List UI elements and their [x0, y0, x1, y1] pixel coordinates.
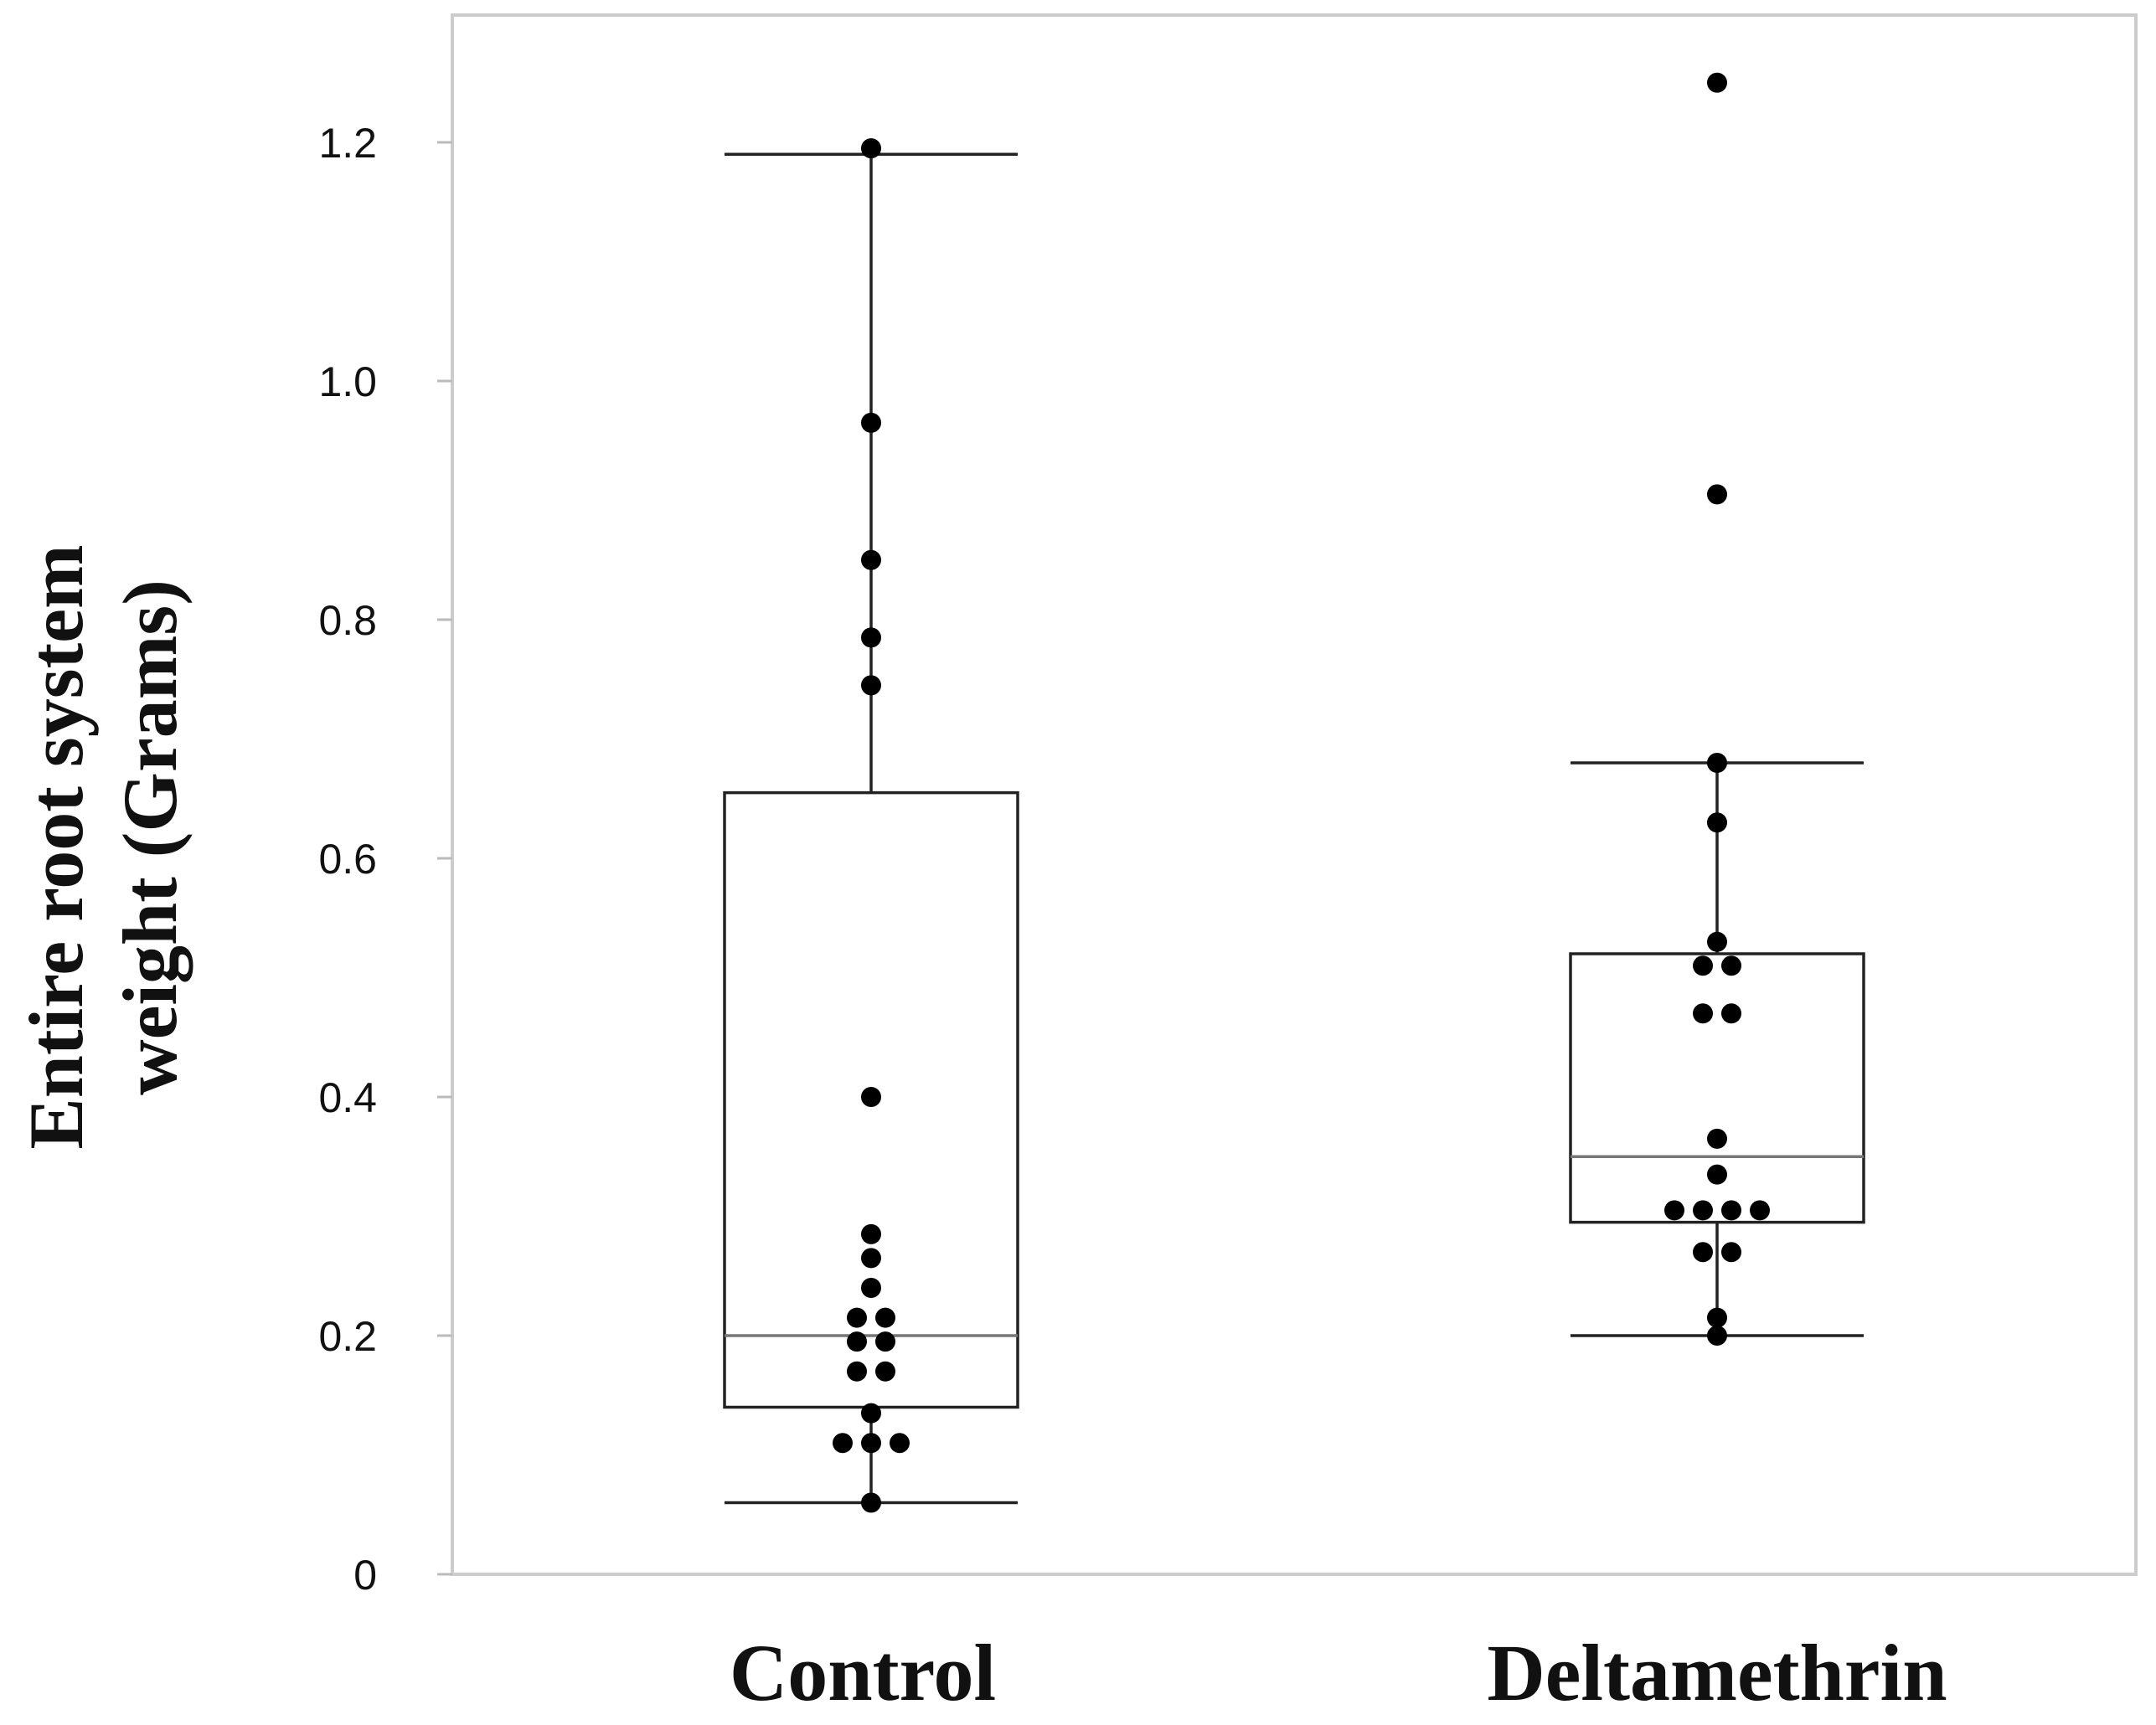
- y-axis-ticks: 0 0.2 0.4 0.6 0.8 1.0 1.2: [318, 120, 452, 1599]
- data-point: [861, 1433, 881, 1454]
- data-point: [1707, 931, 1727, 952]
- y-tick-label: 1.0: [318, 358, 377, 405]
- y-tick-label: 1.2: [318, 120, 377, 167]
- y-tick-label: 0.4: [318, 1074, 377, 1121]
- data-point: [861, 1278, 881, 1298]
- y-tick-label: 0: [353, 1552, 377, 1599]
- x-axis-category-labels: Control Deltamethrin: [730, 1628, 1947, 1717]
- iqr-box: [1569, 952, 1865, 1224]
- data-point: [1750, 1200, 1770, 1221]
- data-point: [1693, 1200, 1713, 1221]
- data-point: [1707, 1307, 1727, 1328]
- data-point: [861, 1223, 881, 1244]
- data-point: [847, 1331, 867, 1352]
- data-point: [1721, 1003, 1741, 1024]
- data-point: [861, 412, 881, 433]
- data-point: [1707, 753, 1727, 773]
- data-point: [861, 549, 881, 570]
- data-point: [875, 1361, 895, 1382]
- y-tick-label: 0.6: [318, 836, 377, 883]
- data-point: [1721, 1242, 1741, 1263]
- x-category-label: Control: [730, 1628, 996, 1717]
- y-axis-title-line-1: Entire root system: [13, 544, 99, 1149]
- data-point: [833, 1433, 853, 1454]
- data-point: [861, 1087, 881, 1107]
- data-point: [1693, 1242, 1713, 1263]
- data-point: [1664, 1200, 1684, 1221]
- data-point: [861, 1248, 881, 1269]
- y-tick-label: 0.2: [318, 1313, 377, 1360]
- data-point: [890, 1433, 910, 1454]
- data-point: [1693, 1003, 1713, 1024]
- data-point: [1721, 955, 1741, 976]
- data-point: [861, 138, 881, 159]
- y-axis-title-line-2: weight (Grams): [107, 579, 193, 1095]
- data-point: [875, 1307, 895, 1328]
- data-point: [1707, 812, 1727, 833]
- data-point: [875, 1331, 895, 1352]
- data-point: [1707, 1128, 1727, 1149]
- plot-area-frame: [451, 13, 2138, 1576]
- box-plot-groups: [723, 72, 1865, 1513]
- data-point: [1707, 484, 1727, 505]
- box-group-control: [723, 138, 1019, 1513]
- x-category-label: Deltamethrin: [1487, 1628, 1947, 1717]
- data-point: [861, 627, 881, 648]
- data-point: [847, 1307, 867, 1328]
- data-point: [1721, 1200, 1741, 1221]
- data-point: [1707, 1326, 1727, 1346]
- data-point: [1693, 955, 1713, 976]
- data-point: [861, 1403, 881, 1424]
- data-point: [847, 1361, 867, 1382]
- data-point: [861, 675, 881, 696]
- data-point: [1707, 1164, 1727, 1185]
- box-group-deltamethrin: [1569, 72, 1865, 1346]
- y-tick-label: 0.8: [318, 597, 377, 644]
- data-point: [1707, 72, 1727, 93]
- y-axis-title: Entire root system weight (Grams): [13, 525, 193, 1149]
- data-point: [861, 1492, 881, 1513]
